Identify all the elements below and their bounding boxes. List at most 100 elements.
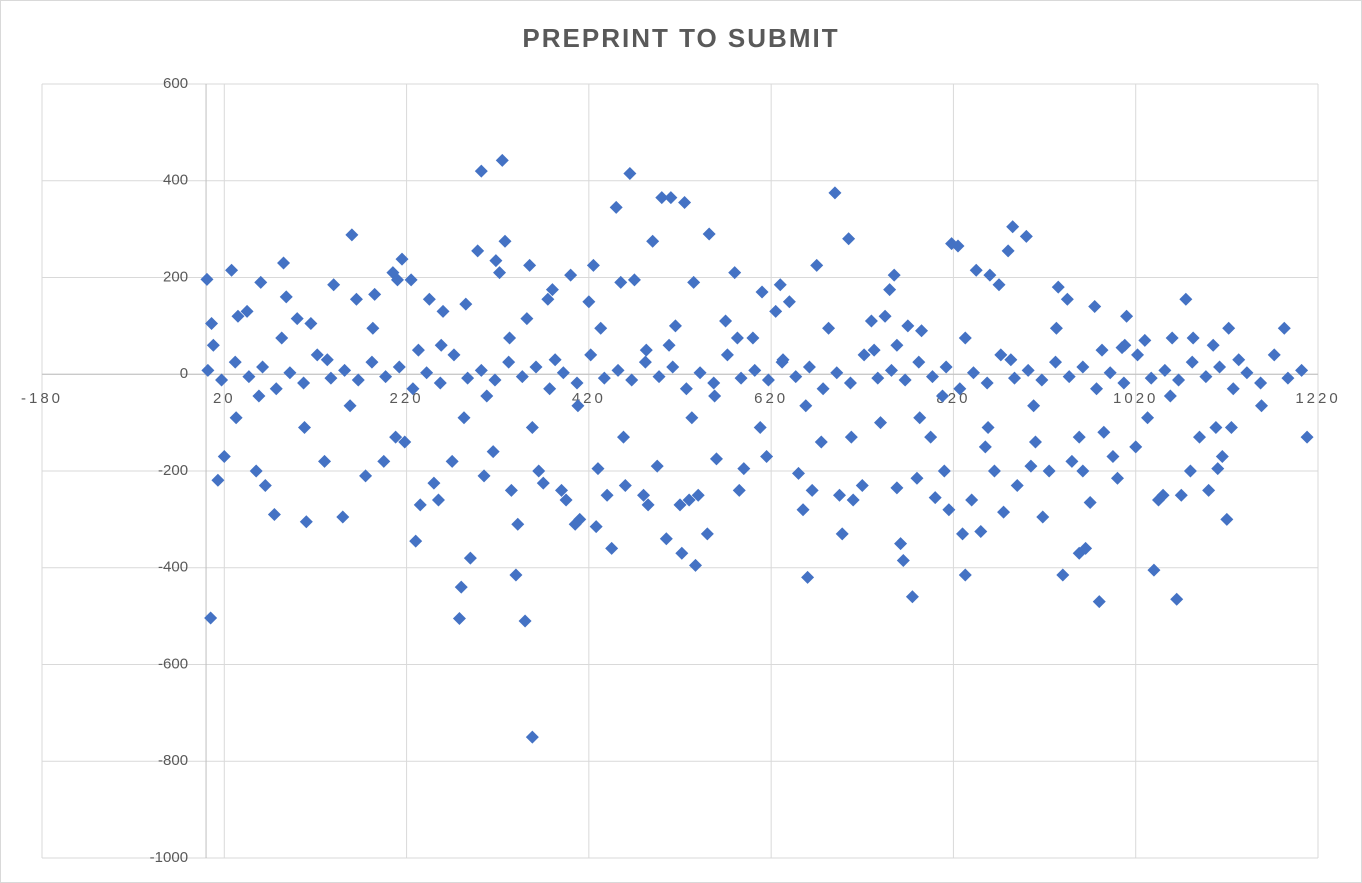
point <box>1042 464 1056 478</box>
point <box>597 371 611 385</box>
point <box>488 373 502 387</box>
y-tick-label: 0 <box>180 365 188 382</box>
point <box>828 186 842 200</box>
point <box>1141 411 1155 425</box>
point <box>958 331 972 345</box>
y-tick-label: -1000 <box>150 849 188 866</box>
point <box>582 295 596 309</box>
point <box>760 449 774 463</box>
point <box>1097 425 1111 439</box>
point <box>1036 510 1050 524</box>
point <box>304 316 318 330</box>
point <box>447 348 461 362</box>
point <box>365 355 379 369</box>
point <box>254 275 268 289</box>
point <box>1199 370 1213 384</box>
point <box>1281 371 1295 385</box>
point <box>611 363 625 377</box>
point <box>871 371 885 385</box>
point <box>652 370 666 384</box>
point <box>564 268 578 282</box>
point <box>275 331 289 345</box>
point <box>623 166 637 180</box>
point <box>573 512 587 526</box>
point <box>1183 464 1197 478</box>
point <box>805 483 819 497</box>
point <box>258 479 272 493</box>
point <box>541 292 555 306</box>
point <box>474 164 488 178</box>
point <box>436 304 450 318</box>
point <box>910 471 924 485</box>
point <box>709 452 723 466</box>
point <box>1202 483 1216 497</box>
point <box>1072 430 1086 444</box>
point <box>297 420 311 434</box>
point <box>515 370 529 384</box>
point <box>1007 371 1021 385</box>
point <box>422 292 436 306</box>
point <box>1049 321 1063 335</box>
point <box>318 454 332 468</box>
point <box>486 445 500 459</box>
point <box>939 360 953 374</box>
point <box>678 196 692 210</box>
point <box>461 371 475 385</box>
point <box>974 524 988 538</box>
point <box>1056 568 1070 582</box>
point <box>231 309 245 323</box>
point <box>981 420 995 434</box>
point <box>1158 363 1172 377</box>
point <box>336 510 350 524</box>
point <box>1186 331 1200 345</box>
point <box>693 366 707 380</box>
point <box>252 389 266 403</box>
point <box>700 527 714 541</box>
point <box>379 370 393 384</box>
point <box>493 266 507 280</box>
point <box>242 370 256 384</box>
x-tick-label: 20 <box>213 390 236 407</box>
point <box>477 469 491 483</box>
point <box>1300 430 1314 444</box>
point <box>1170 592 1184 606</box>
point <box>1222 321 1236 335</box>
point <box>688 558 702 572</box>
point <box>1254 376 1268 390</box>
point <box>1147 563 1161 577</box>
point <box>639 343 653 357</box>
point <box>249 464 263 478</box>
point <box>345 228 359 242</box>
point <box>211 473 225 487</box>
point <box>659 532 673 546</box>
point <box>816 382 830 396</box>
point <box>1215 449 1229 463</box>
point <box>673 498 687 512</box>
point <box>901 319 915 333</box>
point <box>338 363 352 377</box>
point <box>625 373 639 387</box>
point <box>730 331 744 345</box>
point <box>594 321 608 335</box>
point <box>789 370 803 384</box>
point <box>992 278 1006 292</box>
point <box>609 200 623 214</box>
point <box>782 295 796 309</box>
point <box>1240 366 1254 380</box>
point <box>846 493 860 507</box>
point <box>1010 479 1024 493</box>
x-tick-label: -180 <box>21 390 63 407</box>
point <box>1095 343 1109 357</box>
point <box>343 399 357 413</box>
point <box>925 370 939 384</box>
point <box>1232 353 1246 367</box>
point <box>1106 449 1120 463</box>
point <box>1277 321 1291 335</box>
point <box>912 355 926 369</box>
point <box>655 191 669 205</box>
point <box>1001 244 1015 258</box>
point <box>586 258 600 272</box>
chart-title: PREPRINT TO SUBMIT <box>522 23 839 53</box>
point <box>924 430 938 444</box>
